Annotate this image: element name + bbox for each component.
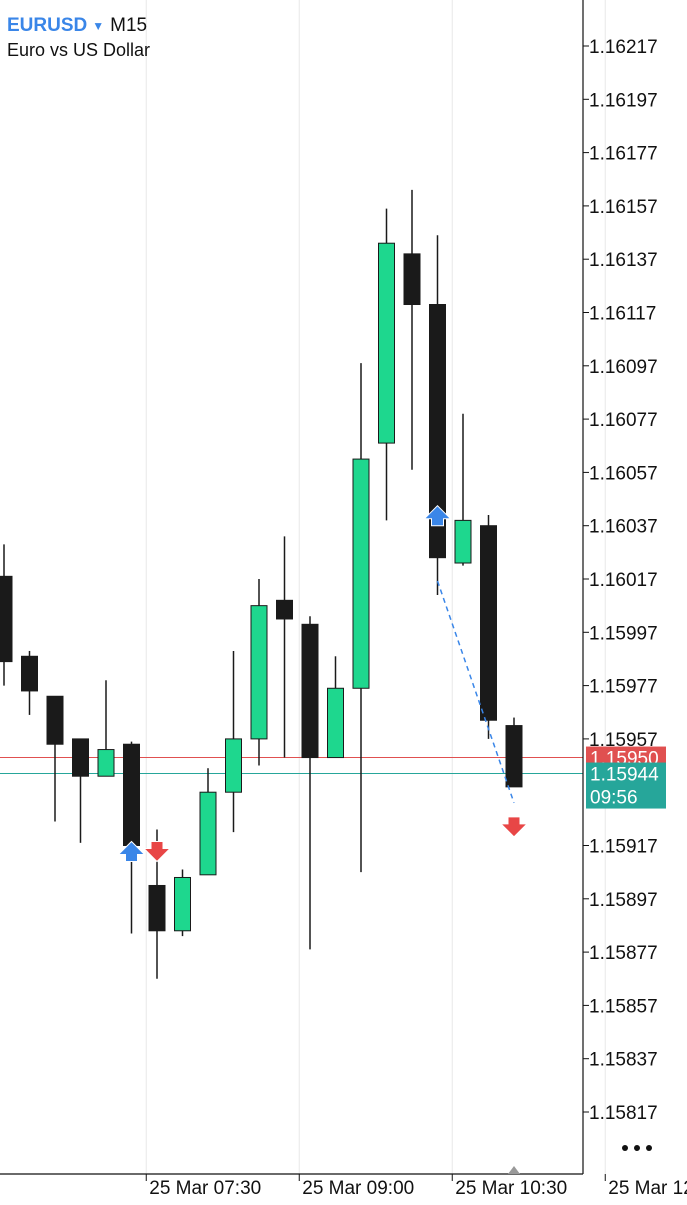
price-tick-label: 1.15877: [589, 943, 658, 964]
candle-body-bear: [21, 655, 38, 692]
trade-line: [436, 580, 515, 804]
price-tick-label: 1.16217: [589, 37, 658, 58]
candle-body-bear: [505, 725, 523, 788]
candle[interactable]: [199, 768, 217, 876]
candle[interactable]: [72, 738, 89, 843]
candle[interactable]: [352, 363, 370, 873]
time-tick-label: 25 Mar 07:30: [149, 1178, 261, 1199]
candle-body-bear: [123, 743, 140, 846]
price-tick-label: 1.16017: [589, 570, 658, 591]
grid: [145, 0, 606, 1174]
candle[interactable]: [21, 650, 38, 715]
ask-price-label: 1.15944: [590, 765, 659, 786]
price-tick-label: 1.16037: [589, 517, 658, 538]
candle-body-bull: [97, 749, 115, 777]
candle[interactable]: [225, 650, 242, 833]
price-tick-label: 1.15817: [589, 1103, 658, 1124]
timeframe-label[interactable]: M15: [110, 15, 148, 36]
price-tick-label: 1.16177: [589, 144, 658, 165]
time-tick-label: 25 Mar 12:00: [608, 1178, 687, 1199]
candle[interactable]: [46, 695, 64, 822]
candle-body-bear: [72, 738, 89, 777]
candle[interactable]: [301, 616, 319, 950]
price-tick-label: 1.16097: [589, 357, 658, 378]
candle-body-bear: [480, 525, 497, 721]
price-tick-label: 1.15857: [589, 996, 658, 1017]
candle[interactable]: [403, 189, 421, 470]
candle-body-bear: [0, 575, 13, 663]
candle[interactable]: [0, 544, 13, 686]
candle[interactable]: [97, 680, 115, 777]
candle-body-bear: [301, 623, 319, 759]
countdown-label: 09:56: [590, 788, 638, 809]
price-tick-label: 1.16197: [589, 90, 658, 111]
price-tick-label: 1.15977: [589, 677, 658, 698]
candle[interactable]: [429, 235, 446, 595]
trade-signals: [117, 504, 529, 863]
dot: [634, 1145, 640, 1151]
symbol-description: Euro vs US Dollar: [7, 40, 151, 60]
current-time-marker-icon: [508, 1166, 520, 1174]
price-tick-label: 1.16137: [589, 250, 658, 271]
candle-body-bear: [148, 884, 166, 932]
price-axis[interactable]: 1.16217 1.16197 1.16177 1.16157 1.16137 1.161…: [582, 0, 666, 1174]
time-tick-label: 25 Mar 09:00: [302, 1178, 414, 1199]
price-tick-label: 1.15837: [589, 1050, 658, 1071]
dot: [646, 1145, 652, 1151]
more-dots-icon[interactable]: [617, 1136, 657, 1160]
price-tick-label: 1.15917: [589, 837, 658, 858]
arrow-down-icon: [142, 841, 172, 863]
price-tick-label: 1.16117: [589, 304, 656, 325]
candle-body-bear: [46, 695, 64, 745]
price-tick-label: 1.15957: [589, 730, 658, 751]
candle-body-bear: [429, 304, 446, 559]
candle-body-bull: [327, 687, 344, 759]
candle[interactable]: [174, 869, 191, 937]
arrow-up-icon: [423, 504, 452, 527]
candle[interactable]: [276, 536, 293, 758]
caret-down-icon[interactable]: ▼: [92, 19, 105, 33]
price-tick-label: 1.15897: [589, 890, 658, 911]
candle[interactable]: [378, 208, 395, 521]
candle-body-bull: [352, 458, 370, 689]
price-tick-label: 1.15997: [589, 623, 658, 644]
candle-body-bull: [454, 519, 472, 564]
candle-body-bull: [199, 791, 217, 876]
candle[interactable]: [480, 515, 497, 739]
arrow-down-icon: [499, 816, 529, 838]
candle-body-bear: [403, 253, 421, 306]
candle[interactable]: [327, 656, 344, 759]
candle-body-bear: [276, 599, 293, 620]
candle-body-bull: [250, 605, 268, 740]
price-tick-label: 1.16157: [589, 197, 658, 218]
candle-body-bull: [174, 876, 191, 932]
dot: [622, 1145, 628, 1151]
candle[interactable]: [250, 579, 268, 766]
arrow-up-icon: [117, 840, 146, 862]
time-axis[interactable]: 25 Mar 07:30 25 Mar 09:00 25 Mar 10:30 25 M…: [0, 1166, 687, 1199]
ask-price-badge: [586, 762, 666, 809]
candles[interactable]: [0, 189, 523, 979]
symbol-header[interactable]: EURUSD ▼ M15 Euro vs US Dollar: [7, 14, 150, 62]
candle-body-bull: [225, 738, 242, 793]
symbol-name[interactable]: EURUSD: [7, 15, 88, 36]
candle-body-bull: [378, 242, 395, 444]
price-lines: [0, 757, 583, 775]
price-tick-label: 1.16057: [589, 463, 658, 484]
time-tick-label: 25 Mar 10:30: [455, 1178, 567, 1199]
candle[interactable]: [505, 717, 523, 788]
price-tick-label: 1.16077: [589, 410, 658, 431]
candle[interactable]: [123, 741, 140, 934]
candle[interactable]: [454, 413, 472, 566]
